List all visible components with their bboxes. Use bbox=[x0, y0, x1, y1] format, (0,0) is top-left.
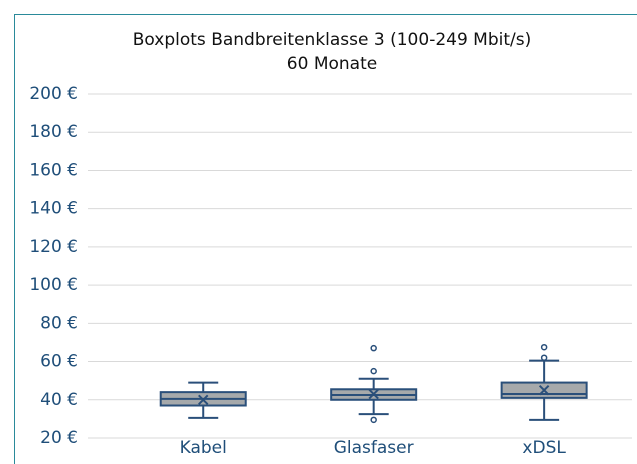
chart-title: Boxplots Bandbreitenklasse 3 (100-249 Mb… bbox=[133, 30, 532, 50]
outlier bbox=[370, 416, 377, 424]
y-tick-label: 60 € bbox=[40, 352, 78, 372]
mean-marker bbox=[368, 388, 379, 400]
y-tick-label: 160 € bbox=[29, 160, 78, 180]
x-tick-label: Kabel bbox=[180, 438, 227, 458]
chart-subtitle: 60 Monate bbox=[287, 54, 377, 74]
y-tick-label: 80 € bbox=[40, 313, 78, 333]
x-tick-label: Glasfaser bbox=[334, 438, 414, 458]
outlier bbox=[370, 367, 377, 375]
y-tick-label: 200 € bbox=[29, 84, 78, 104]
outlier bbox=[540, 343, 548, 351]
x-tick-label: xDSL bbox=[522, 438, 566, 458]
mean-marker bbox=[198, 394, 209, 405]
mean-marker bbox=[538, 385, 550, 396]
y-tick-label: 180 € bbox=[29, 122, 78, 142]
y-tick-label: 120 € bbox=[29, 237, 78, 257]
y-tick-label: 40 € bbox=[40, 390, 78, 410]
outlier bbox=[540, 354, 548, 361]
y-tick-label: 20 € bbox=[40, 428, 78, 448]
outlier bbox=[370, 344, 377, 352]
y-tick-label: 140 € bbox=[29, 199, 78, 219]
y-tick-label: 100 € bbox=[29, 275, 78, 295]
